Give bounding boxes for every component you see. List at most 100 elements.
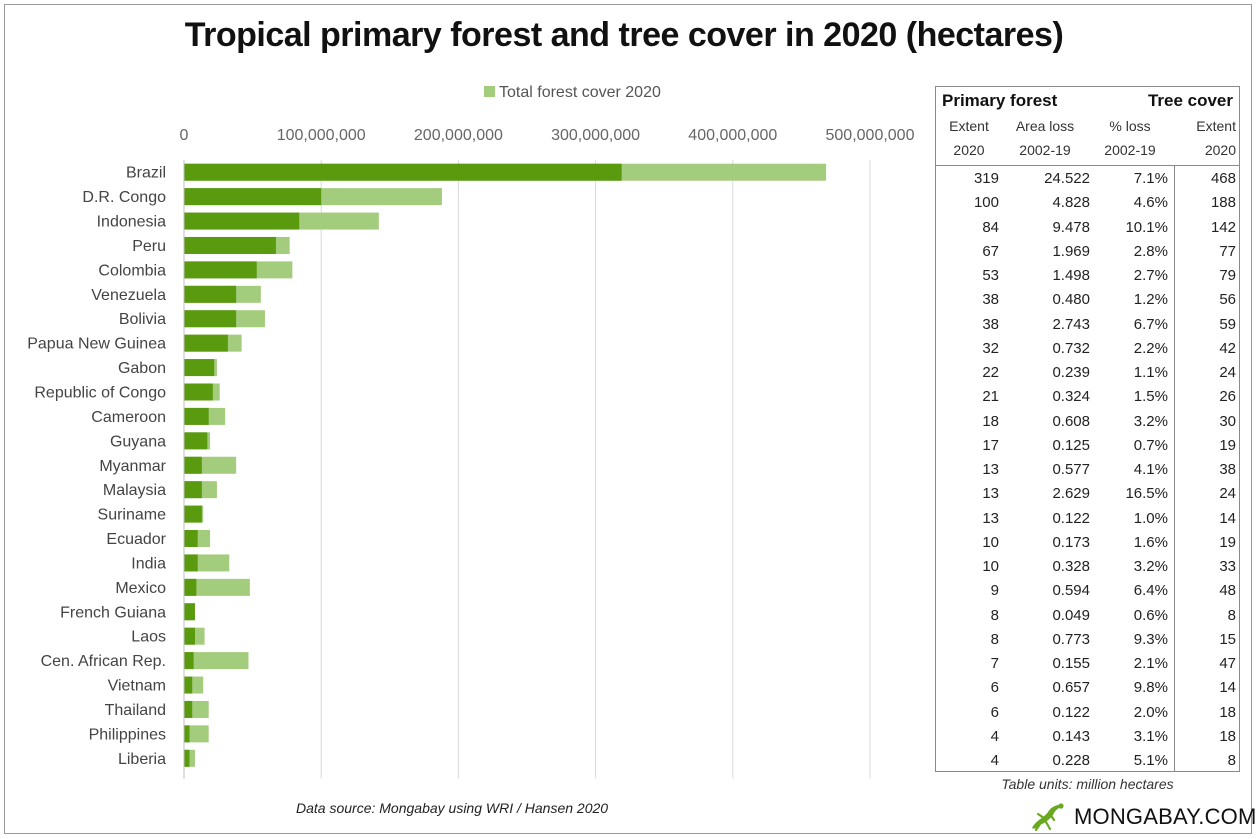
- table-cell: 18: [1219, 727, 1236, 745]
- table-cell: 48: [1219, 582, 1236, 600]
- table-cell: 142: [1210, 218, 1236, 236]
- category-label: Venezuela: [91, 287, 166, 304]
- table-cell: 0.480: [1052, 291, 1090, 309]
- table-cell: 59: [1219, 315, 1236, 333]
- figure-frame: [4, 4, 1252, 834]
- bar-primary-forest: [184, 310, 237, 328]
- bar-primary-forest: [184, 700, 193, 718]
- bar-primary-forest: [184, 652, 194, 670]
- table-cell: 18: [982, 412, 999, 430]
- category-label: Thailand: [105, 702, 166, 719]
- table-cell: 1.498: [1052, 267, 1090, 284]
- bar-primary-forest: [184, 627, 195, 645]
- table-cell: 0.122: [1052, 703, 1090, 721]
- bar-primary-forest: [184, 676, 193, 694]
- table-cell: 56: [1219, 291, 1236, 309]
- bar-primary-forest: [184, 383, 213, 401]
- gecko-icon: [1032, 803, 1064, 832]
- bar-primary-forest: [184, 481, 202, 499]
- table-cell: 9.478: [1052, 218, 1090, 236]
- bar-total-cover: [184, 652, 249, 670]
- table-cell: 468: [1210, 170, 1236, 187]
- category-label: Republic of Congo: [34, 384, 166, 401]
- category-label: Suriname: [98, 507, 167, 524]
- category-label: Cameroon: [91, 409, 166, 426]
- table-cell: 4.828: [1052, 194, 1090, 212]
- table-cell: 1.6%: [1133, 533, 1168, 551]
- mongabay-logo: MONGABAY.COM: [1026, 798, 1256, 834]
- table-cell: 2.1%: [1133, 655, 1168, 672]
- table-cell: 19: [1219, 436, 1236, 454]
- table-cell: 26: [1219, 388, 1236, 406]
- table-cell: 0.328: [1052, 558, 1090, 575]
- x-tick-label: 0: [180, 127, 189, 144]
- table-header-4-line1: Extent: [1196, 118, 1236, 134]
- legend-swatch: [484, 86, 495, 97]
- x-tick-label: 500,000,000: [826, 127, 915, 144]
- table-cell: 188: [1210, 194, 1236, 212]
- table-group-primary-forest: Primary forest: [942, 91, 1058, 110]
- bar-primary-forest: [184, 456, 202, 474]
- category-label: Laos: [131, 629, 166, 646]
- table-cell: 53: [982, 267, 999, 284]
- category-label: French Guiana: [60, 604, 166, 621]
- category-label: Bolivia: [119, 311, 166, 328]
- category-label: Myanmar: [99, 458, 166, 475]
- table-cell: 10.1%: [1125, 218, 1168, 236]
- category-label: Guyana: [110, 433, 166, 450]
- table-header-3-line1: % loss: [1109, 118, 1151, 134]
- bar-primary-forest: [184, 530, 198, 548]
- table-cell: 84: [982, 218, 999, 236]
- table-cell: 21: [982, 388, 999, 406]
- table-cell: 14: [1219, 509, 1236, 527]
- logo-wordmark: MONGABAY.COM: [1074, 804, 1257, 829]
- bar-primary-forest: [184, 212, 300, 230]
- table-cell: 1.2%: [1133, 291, 1168, 309]
- table-cell: 0.173: [1052, 533, 1090, 551]
- table-cell: 4: [990, 752, 999, 769]
- category-label: Papua New Guinea: [27, 336, 166, 353]
- table-cell: 3.1%: [1133, 727, 1168, 745]
- table-cell: 8: [1227, 606, 1236, 624]
- table-cell: 0.239: [1052, 364, 1090, 381]
- category-label: Mexico: [115, 580, 166, 597]
- table-cell: 2.743: [1052, 315, 1090, 333]
- table-cell: 1.0%: [1133, 509, 1168, 527]
- table-cell: 100: [973, 194, 999, 212]
- table-cell: 38: [1219, 461, 1236, 478]
- category-label: Philippines: [89, 726, 166, 743]
- table-cell: 9.8%: [1133, 679, 1168, 697]
- bar-primary-forest: [184, 603, 195, 621]
- table-cell: 2.629: [1052, 485, 1090, 503]
- table-cell: 13: [982, 485, 999, 503]
- table-cell: 6.7%: [1133, 315, 1168, 333]
- table-cell: 0.6%: [1133, 606, 1168, 624]
- category-label: D.R. Congo: [82, 189, 166, 206]
- x-tick-label: 200,000,000: [414, 127, 503, 144]
- category-label: India: [131, 555, 166, 572]
- bar-primary-forest: [184, 261, 257, 279]
- table-cell: 10: [982, 558, 999, 575]
- table-cell: 22: [982, 364, 999, 381]
- bar-primary-forest: [184, 407, 209, 425]
- table-cell: 2.2%: [1133, 339, 1168, 357]
- table-header-3-line2: 2002-19: [1104, 142, 1156, 158]
- bar-primary-forest: [184, 163, 622, 181]
- table-cell: 38: [982, 315, 999, 333]
- category-label: Malaysia: [103, 482, 166, 499]
- table-cell: 16.5%: [1125, 485, 1168, 503]
- table-cell: 77: [1219, 242, 1236, 260]
- category-label: Indonesia: [97, 214, 166, 231]
- table-header-1-line2: 2020: [953, 142, 985, 158]
- table-cell: 24.522: [1044, 170, 1090, 187]
- table-cell: 0.594: [1052, 582, 1090, 600]
- bar-primary-forest: [184, 554, 198, 572]
- bar-primary-forest: [184, 725, 190, 743]
- table-group-tree-cover: Tree cover: [1147, 91, 1233, 110]
- category-label: Gabon: [118, 360, 166, 377]
- table-cell: 4.1%: [1133, 461, 1168, 478]
- table-cell: 79: [1219, 267, 1236, 284]
- table-cell: 7: [990, 655, 999, 672]
- table-cell: 0.577: [1052, 461, 1090, 478]
- table-cell: 24: [1219, 364, 1236, 381]
